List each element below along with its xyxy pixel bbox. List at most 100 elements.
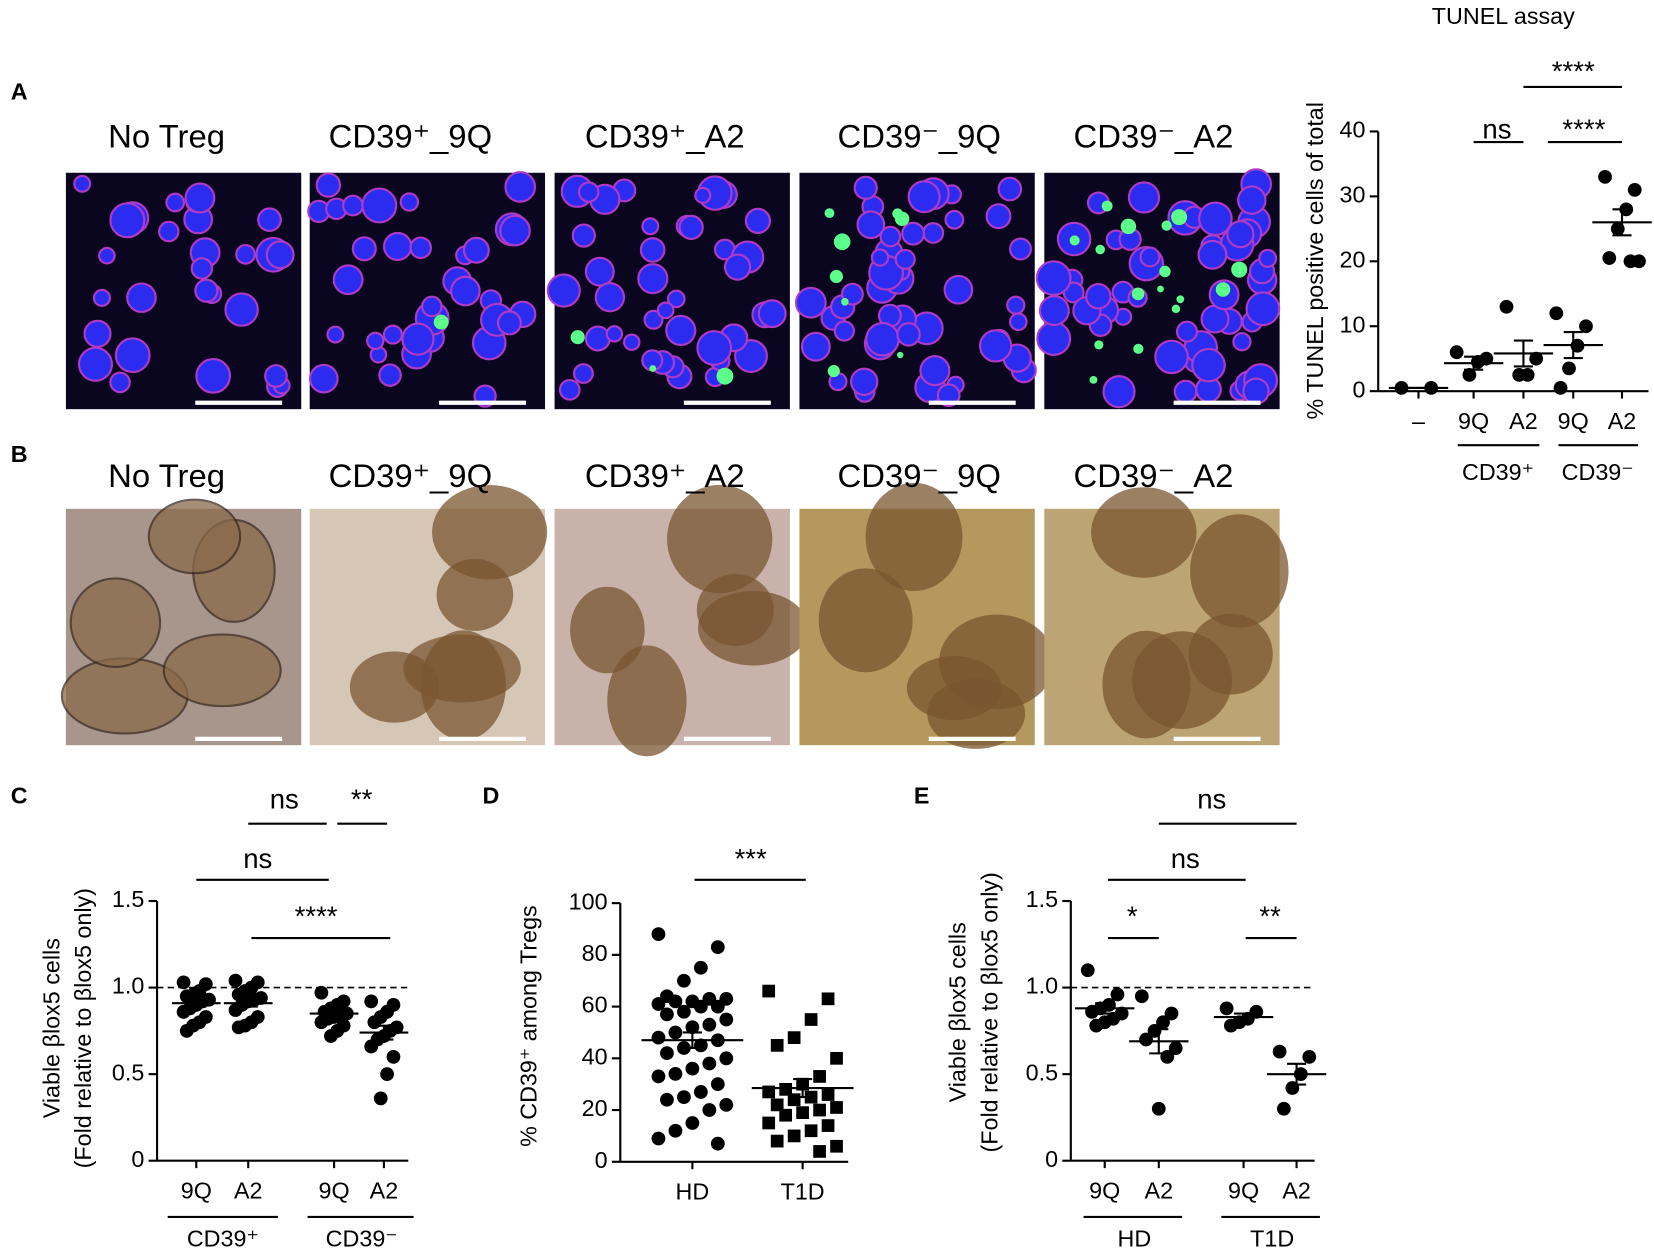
cell [907,180,941,214]
data-point [1562,361,1576,376]
image-title: CD39⁺_A2 [585,118,745,155]
y-axis-label: Viable βlox5 cells [38,938,64,1118]
sem-whisker [793,1077,813,1099]
y-tick-label: 10 [1340,311,1366,337]
error-bar [793,1077,813,1099]
cell [584,325,611,352]
x-tick-label: 9Q [1458,408,1489,434]
data-point [813,1103,826,1117]
cell [922,222,945,244]
data-point [677,1090,691,1105]
significance: ns [1482,114,1511,145]
data-point [176,975,191,990]
tunel-spot [892,208,903,220]
y-tick-label: 30 [1340,182,1366,208]
cell [1242,377,1270,405]
x-tick-label: HD [676,1179,710,1205]
data-point [770,1098,784,1112]
data-point [1276,1101,1291,1116]
cell [1006,295,1026,315]
cell [194,278,219,303]
cell [578,181,600,203]
data-point [1110,987,1125,1002]
cell [896,322,921,347]
islet [697,590,809,666]
error-bar [1464,355,1484,371]
data-point [710,1077,725,1092]
data-point [719,1012,734,1027]
tunel-spot [896,351,904,359]
data-point [1529,351,1544,366]
data-point [660,1046,674,1061]
cell [92,288,111,307]
cell [901,221,926,246]
cell [623,333,641,351]
data-point [364,994,379,1009]
cell [605,325,624,343]
group-label: CD39⁻ [326,1225,398,1251]
cell [224,292,259,327]
data-point [367,1015,382,1030]
tunel-spot [1171,209,1188,226]
error-bar [374,1024,394,1041]
data-point [677,973,691,988]
islet [1132,631,1233,729]
cell [833,320,855,342]
cell [944,209,965,230]
y-tick-label: 1.5 [1026,886,1058,912]
cell [399,192,420,212]
tunel-spot [827,364,840,378]
y-axis-label: (Fold relative to βlox5 only) [70,888,96,1168]
cell [98,246,116,265]
sem-whisker [1563,331,1583,360]
x-tick-label: A2 [1509,408,1538,434]
tunel-spot [1161,220,1172,231]
cell [865,321,900,357]
data-point [813,1070,826,1083]
cell [1009,237,1032,261]
data-point [770,1039,784,1052]
data-point [719,1051,734,1066]
data-point [228,973,243,988]
image-title: CD39⁻_A2 [1074,457,1234,494]
cell [158,220,180,243]
cell [744,207,772,234]
cell [504,171,537,203]
significance: *** [735,843,767,874]
data-point [710,1136,725,1151]
data-point [231,1020,246,1035]
cell [1232,332,1252,352]
tunel-spot [1176,295,1185,304]
data-point [1512,368,1527,382]
image-panels [60,168,1289,757]
data-point [1499,299,1514,314]
cell [879,225,902,248]
cell [1085,282,1112,310]
cell [800,331,831,362]
cell [1038,295,1070,327]
tunel-spot [1215,282,1231,297]
data-point [1156,1015,1170,1030]
cell [853,175,878,200]
y-tick-label: 0.5 [112,1059,144,1085]
tunel-spot [433,314,449,330]
cell [83,319,112,348]
data-point [779,1082,793,1096]
cell [77,346,114,382]
y-tick-label: 100 [569,888,608,914]
significance: * [1127,900,1138,931]
tunel-spot [841,298,849,306]
tunel-spot [1231,261,1248,278]
y-tick-label: 80 [582,940,608,966]
data-point [651,1030,666,1045]
data-point [702,1103,717,1117]
panel-label: D [482,782,499,808]
y-axis-label: % CD39⁺ among Tregs [515,905,541,1147]
data-point [1160,1049,1175,1064]
cell [409,236,432,260]
significance: ** [351,784,373,815]
tunel-spot [1069,235,1080,246]
data-point [668,1123,683,1138]
data-point [693,1085,708,1099]
data-point [1164,1006,1179,1021]
